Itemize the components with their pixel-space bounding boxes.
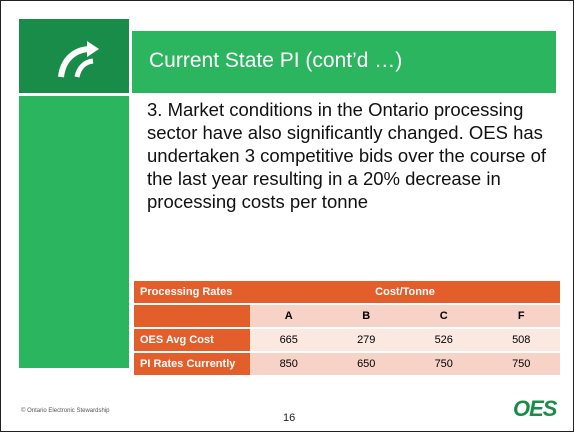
value-cell: 665 (250, 329, 328, 351)
rates-table: Processing Rates Cost/Tonne A B C F OES Avg … (134, 279, 560, 377)
label-cell: OES Avg Cost (134, 329, 250, 351)
column-cell: B (327, 305, 405, 327)
value-cell: 650 (327, 353, 405, 375)
oes-logo: OES (513, 396, 557, 421)
data-row: OES Avg Cost 665 279 526 508 (134, 329, 560, 351)
footer: © Ontario Electronic Stewardship (21, 408, 110, 414)
title-bar (132, 31, 556, 93)
page-number: 16 (283, 412, 296, 424)
column-cell: C (405, 305, 483, 327)
logo-icon (58, 41, 99, 78)
value-cell: 750 (405, 353, 483, 375)
slide-title: Current State PI (cont’d …) (149, 49, 403, 72)
label-cell (134, 305, 250, 327)
header-cell: Cost/Tonne (250, 281, 560, 303)
label-cell: PI Rates Currently (134, 353, 250, 375)
header-cell: Processing Rates (134, 281, 250, 303)
data-row: PI Rates Currently 850 650 750 750 (134, 353, 560, 375)
column-cell: A (250, 305, 328, 327)
header-row: Processing Rates Cost/Tonne (134, 281, 560, 303)
column-cell: F (482, 305, 560, 327)
value-cell: 750 (482, 353, 560, 375)
value-cell: 279 (327, 329, 405, 351)
value-cell: 850 (250, 353, 328, 375)
body-text: 3. Market conditions in the Ontario proc… (147, 99, 547, 212)
value-cell: 508 (482, 329, 560, 351)
logo-block (19, 19, 129, 93)
value-cell: 526 (405, 329, 483, 351)
side-bar (19, 96, 129, 368)
